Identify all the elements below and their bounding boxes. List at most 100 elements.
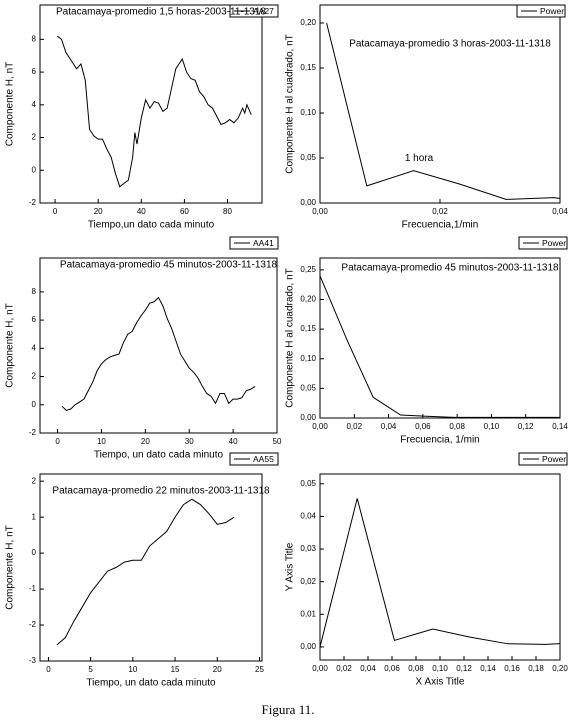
x-axis-label: Tiempo, un dato cada minuto [94, 450, 224, 461]
plot-frame [39, 257, 278, 434]
y-axis-label: Componente H, nT [5, 62, 16, 147]
series-line [319, 498, 561, 648]
x-tick-label: 0,16 [504, 664, 520, 673]
legend-box [518, 236, 568, 250]
caption: Figura 11. [262, 702, 315, 717]
legend-box [518, 452, 568, 466]
x-tick-label: 0,06 [415, 422, 431, 431]
y-tick-label: 0,20 [300, 295, 316, 304]
x-tick-label: 0,20 [552, 664, 568, 673]
series-line [326, 22, 561, 200]
chart-title: Patacamaya-promedio 3 horas-2003-11-1318 [349, 39, 551, 50]
y-tick-label: 0,05 [300, 479, 316, 488]
chart-title: Patacamaya-promedio 22 minutos-2003-11-1… [52, 486, 270, 497]
x-tick-label: 5 [88, 665, 93, 674]
x-tick-label: 80 [223, 207, 232, 216]
x-tick-label: 15 [171, 665, 180, 674]
legend-label: AA27 [253, 6, 274, 16]
x-tick-label: 20 [213, 665, 222, 674]
x-tick-label: 25 [255, 665, 264, 674]
legend-box [229, 236, 279, 250]
y-tick-label: 0,03 [300, 544, 316, 553]
x-tick-label: 0,06 [384, 664, 400, 673]
x-tick-label: 60 [180, 207, 189, 216]
y-tick-label: 0,25 [300, 265, 316, 274]
y-tick-label: 2 [32, 133, 37, 142]
x-axis-label: Tiempo, un dato cada minuto [86, 678, 216, 689]
y-tick-label: 0,15 [300, 63, 316, 72]
x-tick-label: 0,12 [456, 664, 472, 673]
chart-title: Patacamaya-promedio 45 minutos-2003-11-1… [341, 263, 559, 274]
legend-box [229, 452, 279, 466]
y-tick-label: -2 [29, 198, 37, 207]
x-tick-label: 0,10 [484, 422, 500, 431]
legend-box [516, 4, 566, 18]
x-tick-label: 40 [229, 437, 238, 446]
y-axis-label: Y Axis Title [285, 542, 296, 591]
y-tick-label: 0,10 [300, 108, 316, 117]
x-axis-label: Frecuencia, 1/min [400, 435, 479, 446]
y-axis-label: Componente H al cuadrado, nT [285, 34, 296, 174]
series-line [56, 498, 235, 646]
x-tick-label: 0,10 [432, 664, 448, 673]
x-tick-label: 0,02 [432, 207, 448, 216]
x-tick-label: 0,14 [552, 422, 568, 431]
y-axis-label: Componente H, nT [5, 303, 16, 388]
y-tick-label: -2 [29, 428, 37, 437]
plot-frame [319, 4, 561, 204]
y-tick-label: 0,20 [300, 18, 316, 27]
y-tick-label: -3 [29, 656, 37, 665]
y-tick-label: 0,00 [300, 413, 316, 422]
annotation: 1 hora [405, 153, 434, 164]
legend-label: Power [542, 454, 566, 464]
y-tick-label: 8 [32, 287, 37, 296]
y-tick-label: 0,04 [300, 512, 316, 521]
y-tick-label: 8 [32, 34, 37, 43]
legend-label: Power [542, 238, 566, 248]
y-axis-label: Componente H al cuadrado, nT [285, 268, 296, 408]
y-tick-label: 0,00 [300, 198, 316, 207]
plot-frame [319, 257, 561, 419]
x-tick-label: 20 [94, 207, 103, 216]
chart-title: Patacamaya-promedio 45 minutos-2003-11-1… [60, 260, 278, 271]
x-axis-label: Tiempo,un dato cada minuto [88, 220, 215, 231]
y-tick-label: 6 [32, 67, 37, 76]
y-tick-label: 0 [32, 165, 37, 174]
series-line [61, 296, 256, 411]
y-tick-label: 0,05 [300, 153, 316, 162]
x-tick-label: 0,04 [552, 207, 568, 216]
x-axis-label: X Axis Title [416, 677, 465, 688]
legend-label: AA55 [253, 454, 274, 464]
y-tick-label: 1 [32, 512, 37, 521]
y-tick-label: 0,10 [300, 354, 316, 363]
y-tick-label: 4 [32, 100, 37, 109]
x-tick-label: 10 [97, 437, 106, 446]
x-tick-label: 0,04 [360, 664, 376, 673]
x-tick-label: 0,00 [312, 664, 328, 673]
x-tick-label: 0 [53, 207, 58, 216]
y-tick-label: 2 [32, 476, 37, 485]
x-tick-label: 30 [185, 437, 194, 446]
x-tick-label: 0,02 [336, 664, 352, 673]
x-tick-label: 0 [55, 437, 60, 446]
y-tick-label: 0,01 [300, 609, 316, 618]
y-axis-label: Componente H, nT [5, 525, 16, 610]
x-tick-label: 0,08 [449, 422, 465, 431]
y-tick-label: 2 [32, 372, 37, 381]
x-tick-label: 0,02 [346, 422, 362, 431]
plot-frame [39, 4, 263, 204]
plot-frame [39, 473, 263, 662]
x-tick-label: 0,00 [312, 207, 328, 216]
x-tick-label: 0,14 [480, 664, 496, 673]
x-tick-label: 0,04 [381, 422, 397, 431]
series-line [319, 275, 560, 418]
x-tick-label: 0,12 [518, 422, 534, 431]
chart-title: Patacamaya-promedio 1,5 horas-2003-11-13… [56, 7, 266, 18]
y-tick-label: 0,02 [300, 577, 316, 586]
y-tick-label: 0 [32, 548, 37, 557]
x-tick-label: 50 [273, 437, 282, 446]
x-tick-label: 0,08 [408, 664, 424, 673]
x-tick-label: 20 [141, 437, 150, 446]
y-tick-label: 0,05 [300, 383, 316, 392]
